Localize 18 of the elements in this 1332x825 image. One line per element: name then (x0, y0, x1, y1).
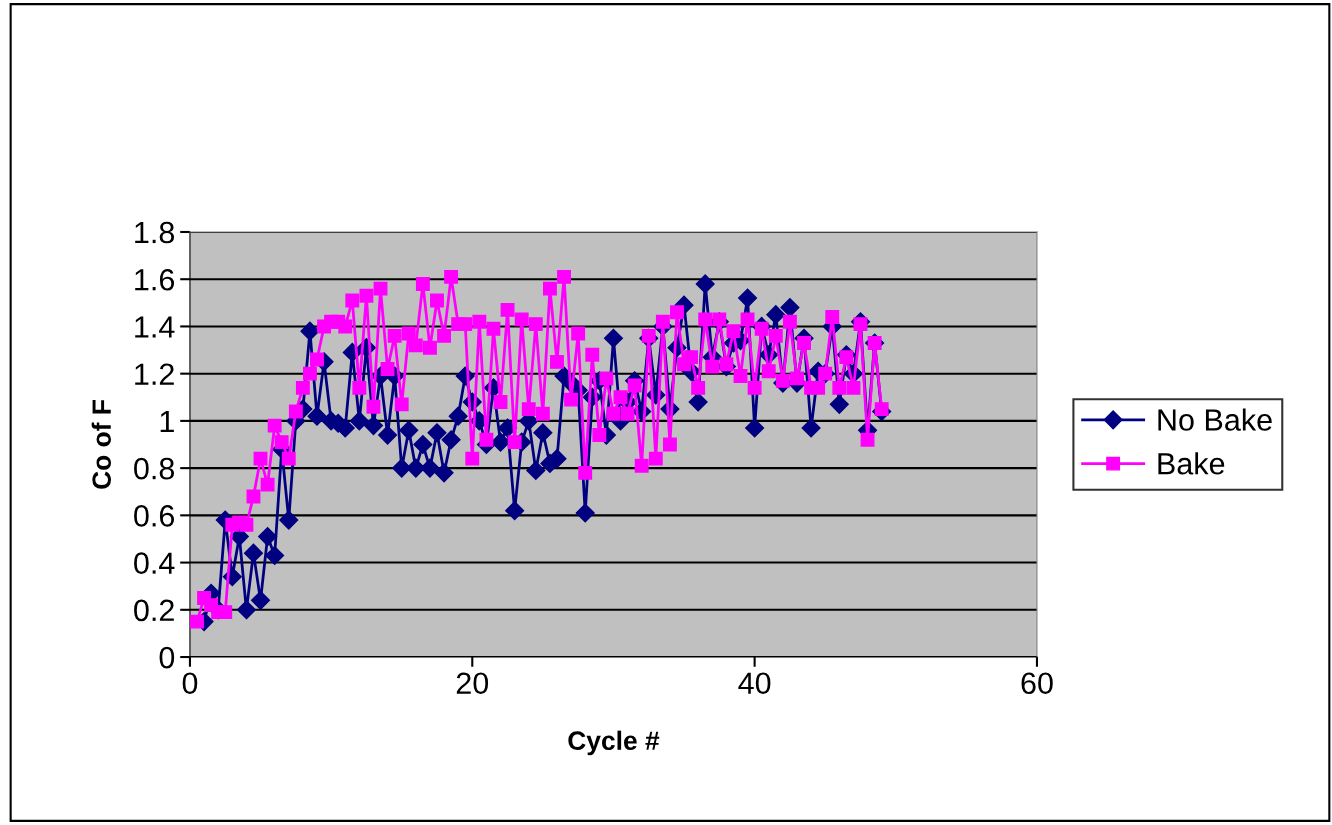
y-tick-label: 0.8 (134, 457, 175, 480)
y-tick-label: 1.4 (135, 316, 175, 338)
y-tick-label: 1.8 (135, 221, 175, 244)
y-tick-label: 0 (159, 646, 175, 669)
y-tick-label: 1.6 (135, 268, 175, 291)
x-tick-label: 40 (738, 672, 771, 695)
x-axis-title: Cycle # (568, 730, 660, 756)
y-tick-label: 0.2 (134, 599, 174, 622)
y-tick-label: 0.4 (134, 552, 175, 574)
y-tick-label: 1.2 (135, 363, 174, 385)
legend-label: No Bake (1158, 408, 1272, 431)
x-tick-label: 0 (182, 672, 198, 695)
legend-label: Bake (1158, 452, 1225, 475)
x-tick-label: 20 (456, 672, 489, 695)
x-tick-label: 60 (1021, 672, 1053, 695)
y-tick-label: 1 (160, 410, 174, 432)
y-axis-title: Co of F (91, 400, 112, 489)
y-tick-label: 0.6 (134, 505, 175, 527)
